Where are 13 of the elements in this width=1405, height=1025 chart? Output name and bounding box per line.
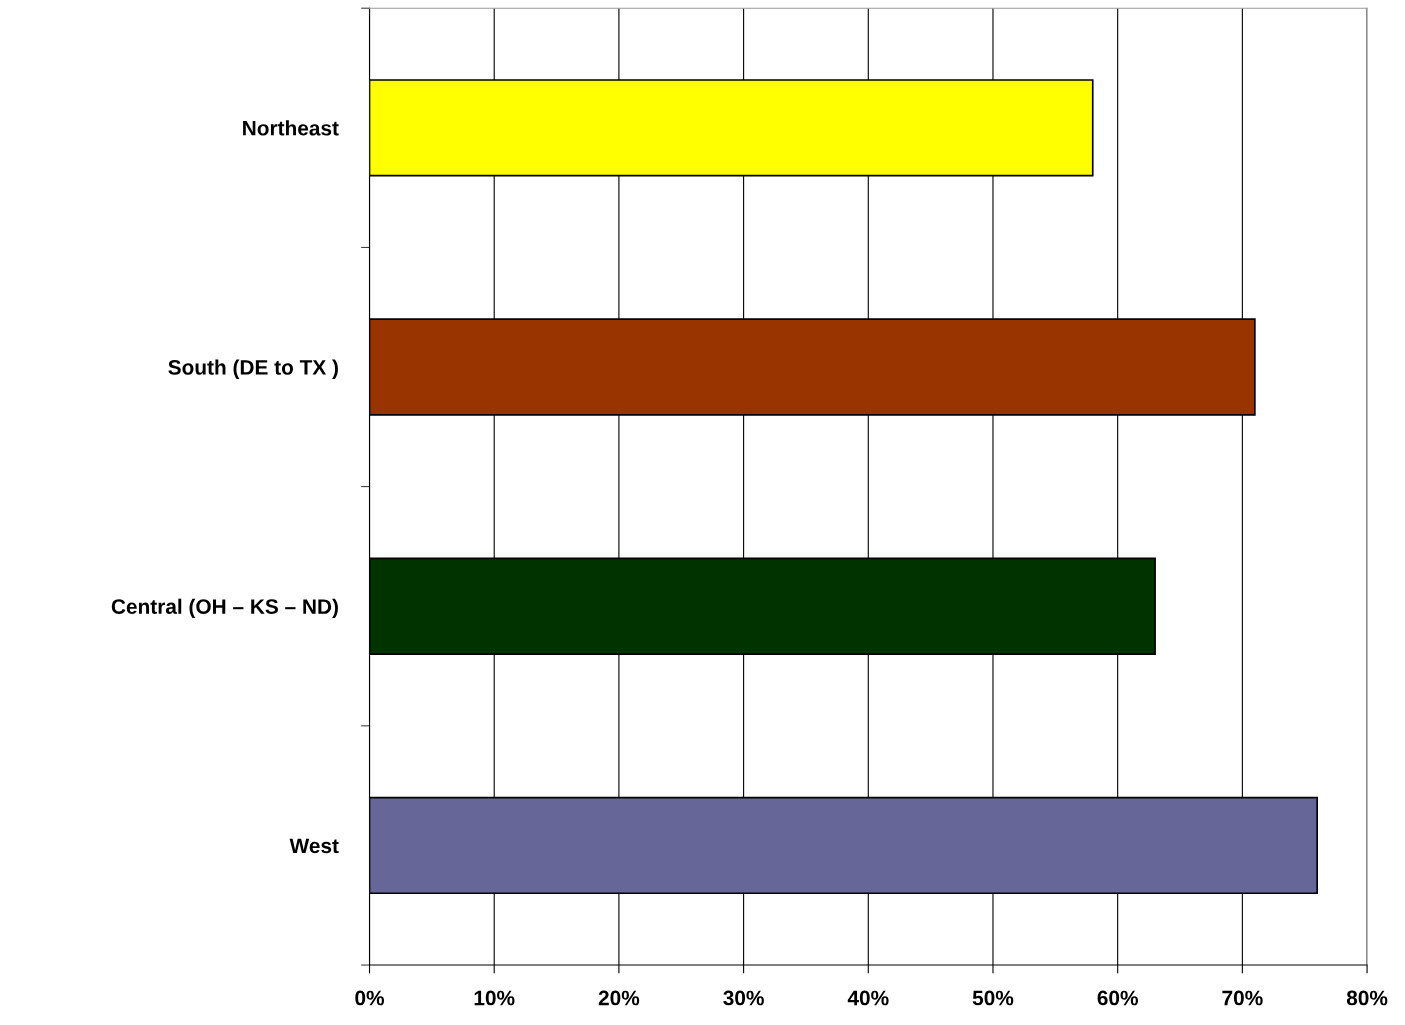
x-tick-label: 0% — [355, 990, 385, 1006]
x-tick-label: 40% — [847, 990, 889, 1006]
x-tick-label: 20% — [598, 990, 640, 1006]
x-tick-label: 50% — [972, 990, 1014, 1006]
x-tick-label: 70% — [1222, 990, 1263, 1006]
y-tick-label: South (DE to TX ) — [168, 359, 338, 379]
y-tick-label: West — [289, 838, 339, 854]
x-tick-label: 30% — [723, 990, 764, 1006]
x-tick-label: 60% — [1097, 990, 1138, 1006]
x-tick-label: 80% — [1346, 990, 1388, 1006]
y-tick-label: Northeast — [243, 120, 339, 136]
y-tick-label: Central (OH – KS – ND) — [111, 598, 338, 619]
x-tick-label: 10% — [474, 990, 515, 1006]
